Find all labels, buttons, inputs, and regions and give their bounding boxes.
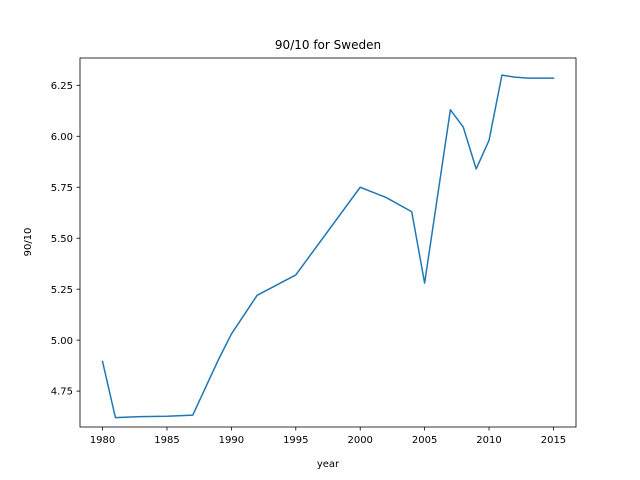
x-tick-label: 2010 bbox=[476, 435, 501, 446]
y-axis-label: 90/10 bbox=[23, 228, 34, 257]
y-tick-label: 6.25 bbox=[51, 81, 73, 92]
y-tick-label: 5.75 bbox=[51, 183, 73, 194]
axes-frame bbox=[79, 57, 577, 428]
chart-title: 90/10 for Sweden bbox=[275, 38, 381, 52]
y-tick-label: 5.25 bbox=[51, 285, 73, 296]
x-tick-label: 2015 bbox=[541, 435, 566, 446]
x-tick-label: 1980 bbox=[90, 435, 115, 446]
series-line-0 bbox=[101, 74, 555, 419]
y-tick-label: 4.75 bbox=[51, 387, 73, 398]
x-tick-label: 1990 bbox=[219, 435, 244, 446]
y-tick-label: 5.50 bbox=[51, 234, 73, 245]
x-axis-label: year bbox=[317, 459, 340, 470]
y-tick-label: 5.00 bbox=[51, 336, 73, 347]
x-tick-label: 1985 bbox=[154, 435, 179, 446]
x-tick-label: 2000 bbox=[347, 435, 372, 446]
x-tick-label: 1995 bbox=[283, 435, 308, 446]
plot-area: 1980 1985 1990 1995 2000 2005 2010 2015 4.75 5.00… bbox=[51, 57, 577, 446]
y-tick-label: 6.00 bbox=[51, 132, 73, 143]
x-tick-label: 2005 bbox=[412, 435, 437, 446]
